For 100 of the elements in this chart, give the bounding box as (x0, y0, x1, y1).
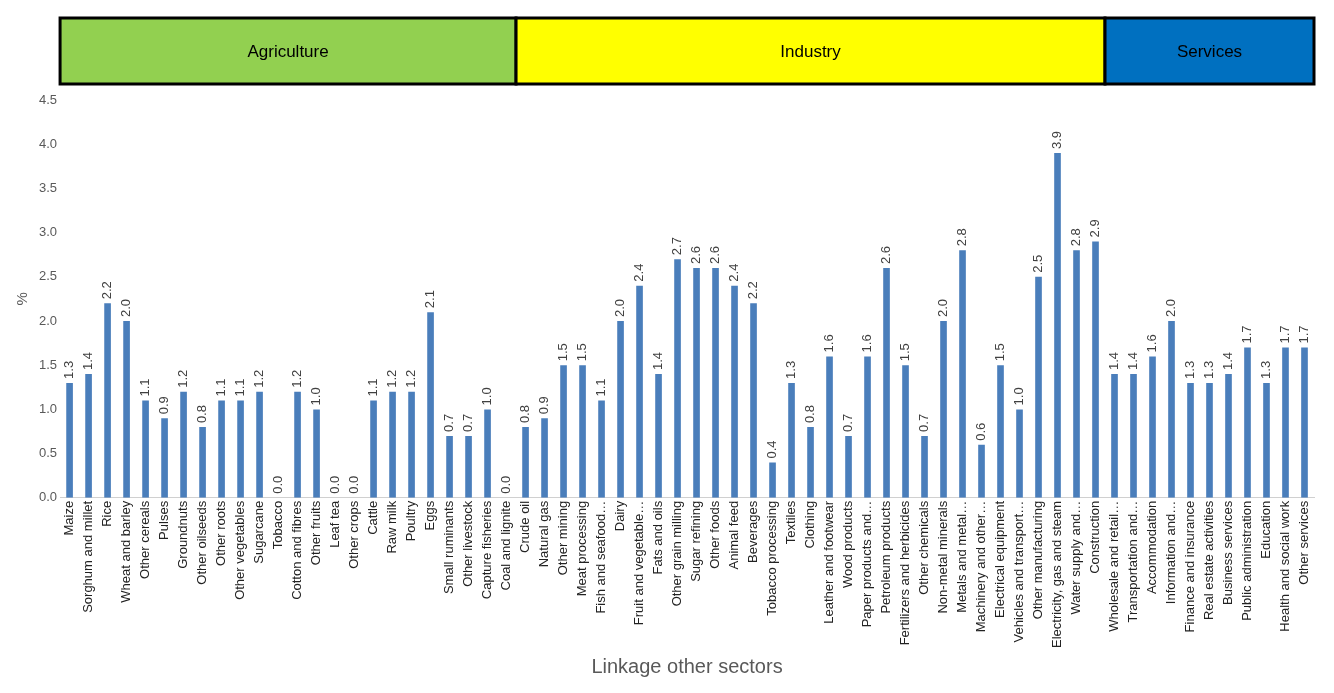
data-label: 1.2 (289, 369, 305, 388)
x-tick-label: Fruit and vegetable… (631, 500, 647, 626)
x-tick-label: Paper products and… (859, 500, 875, 628)
bar (199, 427, 206, 498)
bar (1263, 382, 1270, 498)
x-tick-label: Small ruminants (441, 500, 457, 595)
x-tick-label: Coal and lignite (498, 500, 514, 591)
bar (579, 365, 586, 498)
data-label: 1.5 (574, 343, 590, 362)
data-label: 0.8 (802, 405, 818, 424)
data-label: 0.7 (916, 413, 932, 432)
data-label: 1.4 (1220, 352, 1236, 371)
data-label: 1.2 (403, 369, 419, 388)
data-label: 1.5 (897, 343, 913, 362)
x-axis-title: Linkage other sectors (591, 654, 783, 677)
bar (446, 435, 453, 498)
data-label: 1.3 (783, 360, 799, 379)
data-label: 1.5 (555, 343, 571, 362)
y-tick-label: 3.0 (38, 224, 58, 240)
bar (940, 321, 947, 498)
bar (997, 365, 1004, 498)
x-tick-label: Tobacco processing (764, 500, 780, 616)
bar (522, 427, 529, 498)
bar (541, 418, 548, 498)
x-tick-label: Other mining (555, 500, 571, 576)
data-label: 0.0 (327, 475, 343, 494)
data-label: 1.5 (992, 343, 1008, 362)
bar (1111, 374, 1118, 498)
x-tick-label: Textiles (783, 500, 799, 545)
x-tick-label: Other cereals (137, 500, 153, 579)
bar (617, 321, 624, 498)
x-tick-label: Fertilizers and herbicides (897, 500, 913, 646)
data-label: 1.3 (1182, 360, 1198, 379)
x-tick-label: Leather and footwear (821, 500, 837, 624)
x-tick-label: Maize (61, 500, 77, 536)
data-label: 1.4 (650, 352, 666, 371)
data-label: 1.2 (384, 369, 400, 388)
x-tick-label: Capture fisheries (479, 500, 495, 600)
data-label: 2.0 (1163, 298, 1179, 318)
data-label: 1.7 (1296, 325, 1312, 344)
bar (218, 400, 225, 498)
bar (1206, 382, 1213, 498)
bar (674, 259, 681, 498)
x-tick-label: Groundnuts (175, 500, 191, 569)
x-tick-label: Fats and oils (650, 500, 666, 575)
data-label: 1.1 (232, 378, 248, 397)
bar (788, 382, 795, 498)
x-tick-label: Non-metal minerals (935, 500, 951, 614)
x-tick-label: Vehicles and transport… (1011, 500, 1027, 643)
data-label: 2.6 (707, 245, 723, 264)
x-tick-label: Metals and metal… (954, 500, 970, 613)
bar (750, 303, 757, 498)
bar (845, 435, 852, 498)
x-tick-label: Sugarcane (251, 500, 267, 564)
text: Agriculture (247, 41, 329, 61)
bar (1187, 382, 1194, 498)
bar (978, 444, 985, 498)
data-label: 1.0 (1011, 387, 1027, 406)
x-tick-label: Other roots (213, 500, 229, 566)
bar (560, 365, 567, 498)
x-tick-label: Other services (1296, 500, 1312, 585)
data-label: 1.3 (61, 360, 77, 379)
bar (313, 409, 320, 498)
data-label: 1.1 (593, 378, 609, 397)
data-label: 0.8 (517, 405, 533, 424)
x-tick-label: Machinery and other… (973, 500, 989, 633)
bar (85, 374, 92, 498)
data-label: 0.9 (156, 396, 172, 415)
data-label: 1.6 (1144, 334, 1160, 353)
data-label: 2.6 (688, 245, 704, 264)
x-tick-label: Other crops (346, 500, 362, 569)
x-tick-label: Education (1258, 500, 1274, 559)
data-label: 1.4 (1106, 352, 1122, 371)
bar (655, 374, 662, 498)
x-tick-label: Other livestock (460, 500, 476, 587)
bar (465, 435, 472, 498)
bar (66, 382, 73, 498)
data-label: 0.0 (346, 475, 362, 494)
x-tick-label: Finance and insurance (1182, 500, 1198, 633)
data-label: 1.4 (1125, 352, 1141, 371)
data-label: 0.7 (840, 413, 856, 432)
bar (1244, 347, 1251, 498)
bar (1168, 321, 1175, 498)
x-tick-label: Other chemicals (916, 500, 932, 595)
bar (123, 321, 130, 498)
x-tick-label: Fish and seafood… (593, 500, 609, 614)
data-label: 0.8 (194, 405, 210, 424)
y-tick-label: 1.5 (38, 356, 58, 372)
data-label: 2.1 (422, 290, 438, 309)
bar (598, 400, 605, 498)
x-tick-label: Other manufacturing (1030, 500, 1046, 620)
data-label: 1.4 (80, 352, 96, 371)
x-tick-label: Information and… (1163, 500, 1179, 605)
x-tick-label: Petroleum products (878, 500, 894, 614)
data-label: 1.2 (251, 369, 267, 388)
x-tick-label: Electrical equipment (992, 500, 1008, 618)
x-tick-label: Animal feed (726, 500, 742, 570)
data-label: 1.7 (1277, 325, 1293, 344)
x-tick-label: Water supply and… (1068, 500, 1084, 615)
x-tick-label: Construction (1087, 500, 1103, 574)
